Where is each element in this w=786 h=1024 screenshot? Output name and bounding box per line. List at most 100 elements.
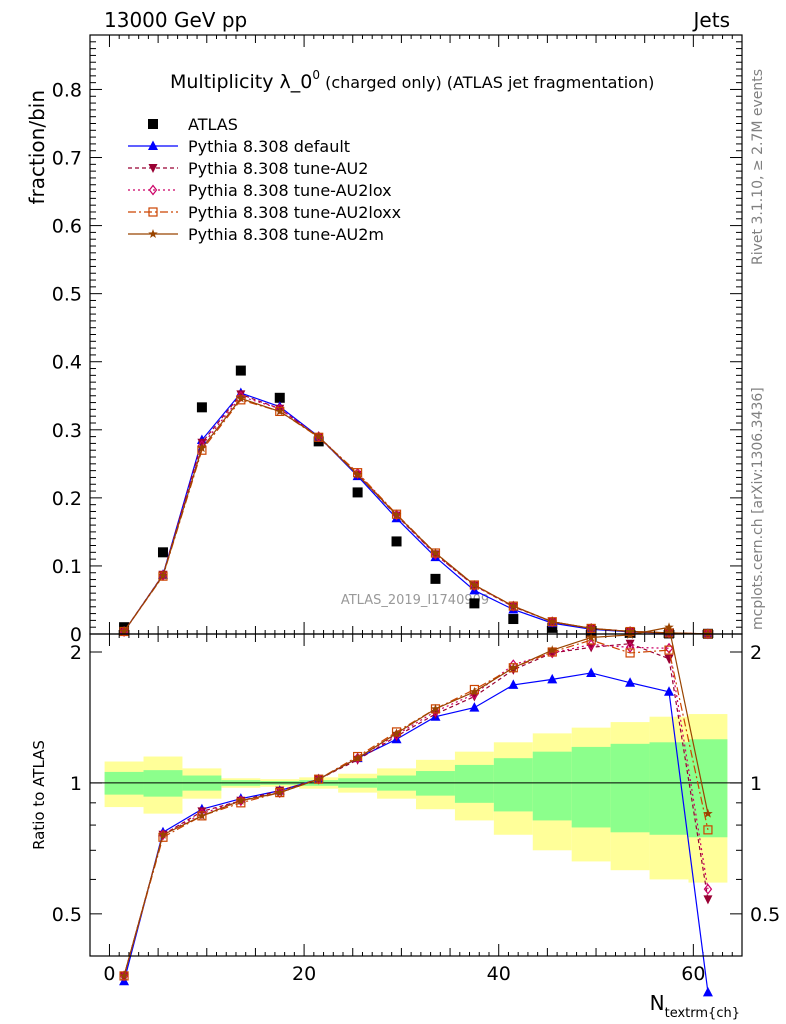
mc-point-5 — [664, 627, 674, 637]
header-process-label: Jets — [692, 8, 730, 32]
ratio-curve-0 — [123, 672, 709, 993]
mc-point-5 — [197, 443, 207, 453]
atlas-data-point — [235, 365, 246, 376]
ratio-point-4 — [508, 662, 519, 672]
ratio-point-4 — [158, 829, 168, 839]
mcplots-reference-label: mcplots.cern.ch [arXiv:1306.3436] — [750, 387, 766, 630]
legend-marker — [148, 140, 158, 150]
ratio-point-2 — [625, 641, 635, 653]
legend-label: ATLAS — [188, 115, 238, 134]
mc-point-5 — [508, 601, 519, 611]
ratio-point-3 — [664, 645, 674, 655]
atlas-data-point — [547, 622, 558, 633]
ratio-point-2 — [703, 883, 713, 895]
ratio-frame — [89, 633, 743, 957]
ratio-point-4 — [469, 686, 480, 696]
y-tick-label: 0.2 — [52, 488, 82, 510]
rivet-version-label: Rivet 3.1.10, ≥ 2.7M events — [750, 69, 766, 265]
atlas-data-point — [391, 536, 402, 547]
mc-point-5 — [313, 431, 324, 441]
ratio-point-0 — [547, 673, 558, 684]
mc-point-3 — [236, 390, 246, 402]
y-tick-label: 0.5 — [52, 284, 82, 306]
legend-marker — [148, 119, 158, 129]
ratio-point-4 — [119, 970, 129, 980]
ratio-point-0 — [508, 679, 519, 689]
mc-point-5 — [119, 626, 129, 636]
x-tick-label: 60 — [681, 963, 705, 985]
ratio-band-inner — [532, 751, 572, 821]
ratio-point-1 — [625, 639, 635, 649]
ratio-band-inner — [649, 742, 689, 835]
ratio-point-0 — [469, 702, 480, 712]
ratio-band-inner — [610, 743, 650, 833]
x-tick-label: 40 — [487, 963, 511, 985]
ratio-point-4 — [430, 703, 441, 713]
legend-label: Pythia 8.308 tune-AU2loxx — [188, 203, 401, 222]
ratio-point-4 — [275, 787, 285, 797]
ratio-point-0 — [702, 986, 713, 997]
ratio-curve-4 — [123, 626, 709, 977]
ratio-point-4 — [313, 774, 324, 784]
analysis-watermark: ATLAS_2019_I1740909 — [341, 593, 489, 608]
mc-curve-1 — [123, 392, 708, 635]
atlas-data-point — [469, 598, 480, 609]
mc-point-5 — [275, 406, 285, 416]
ratio-point-3 — [703, 825, 713, 835]
header-energy-label: 13000 GeV pp — [104, 8, 247, 32]
legend-marker — [148, 184, 158, 196]
ratio-band-inner — [688, 739, 728, 838]
main-y-axis-label: fraction/bin — [25, 90, 49, 205]
mc-point-5 — [391, 509, 402, 519]
ratio-point-3 — [625, 648, 635, 658]
y-tick-label: 0.8 — [52, 79, 82, 101]
atlas-data-point — [274, 392, 285, 403]
legend-label: Pythia 8.308 tune-AU2m — [188, 225, 384, 244]
ratio-band-inner — [493, 758, 533, 812]
ratio-curve-2 — [123, 643, 709, 977]
ratio-point-4 — [703, 808, 713, 818]
mc-point-5 — [586, 623, 596, 633]
atlas-data-point — [430, 573, 441, 584]
legend-label: Pythia 8.308 default — [188, 137, 350, 156]
ratio-y-tick-label-right: 0.5 — [750, 904, 780, 926]
ratio-curve-3 — [123, 639, 709, 977]
ratio-point-0 — [664, 686, 675, 696]
y-tick-label: 0.7 — [52, 148, 82, 170]
mc-point-5 — [547, 616, 557, 626]
ratio-y-tick-label: 0.5 — [52, 904, 82, 926]
y-tick-label: 0 — [70, 624, 82, 646]
mc-curve-5 — [123, 397, 708, 635]
ratio-point-4 — [547, 645, 557, 655]
legend-label: Pythia 8.308 tune-AU2 — [188, 159, 368, 178]
ratio-point-1 — [664, 654, 674, 664]
ratio-point-4 — [197, 810, 207, 820]
ratio-panel: 0.5 0.5 1 1 2 2 — [52, 622, 780, 997]
mc-point-5 — [469, 579, 480, 590]
ratio-curve-1 — [123, 643, 709, 977]
ratio-band-inner — [571, 746, 611, 828]
ratio-point-4 — [352, 753, 363, 763]
ratio-point-4 — [391, 728, 402, 738]
ratio-point-4 — [586, 632, 596, 642]
ratio-y-tick-label: 1 — [70, 773, 82, 795]
mc-point-5 — [236, 393, 246, 403]
ratio-y-tick-label-right: 2 — [750, 642, 762, 664]
x-tick-label: 20 — [292, 963, 316, 985]
y-tick-label: 0.1 — [52, 556, 82, 578]
x-tick-label: 0 — [103, 963, 115, 985]
ratio-point-3 — [353, 751, 363, 762]
y-tick-label: 0.3 — [52, 420, 82, 442]
y-tick-label: 0.4 — [52, 352, 82, 374]
legend-marker — [148, 207, 158, 217]
legend: ATLAS Pythia 8.308 default Pythia 8.308 tu… — [128, 115, 401, 244]
legend-label: Pythia 8.308 tune-AU2lox — [188, 181, 392, 200]
ratio-point-0 — [625, 677, 636, 687]
mc-point-5 — [703, 628, 713, 638]
ratio-y-axis-label: Ratio to ATLAS — [30, 740, 48, 850]
atlas-data-point — [508, 614, 519, 625]
legend-marker — [148, 229, 158, 239]
ratio-point-2 — [586, 639, 596, 651]
atlas-data-point — [196, 402, 207, 413]
